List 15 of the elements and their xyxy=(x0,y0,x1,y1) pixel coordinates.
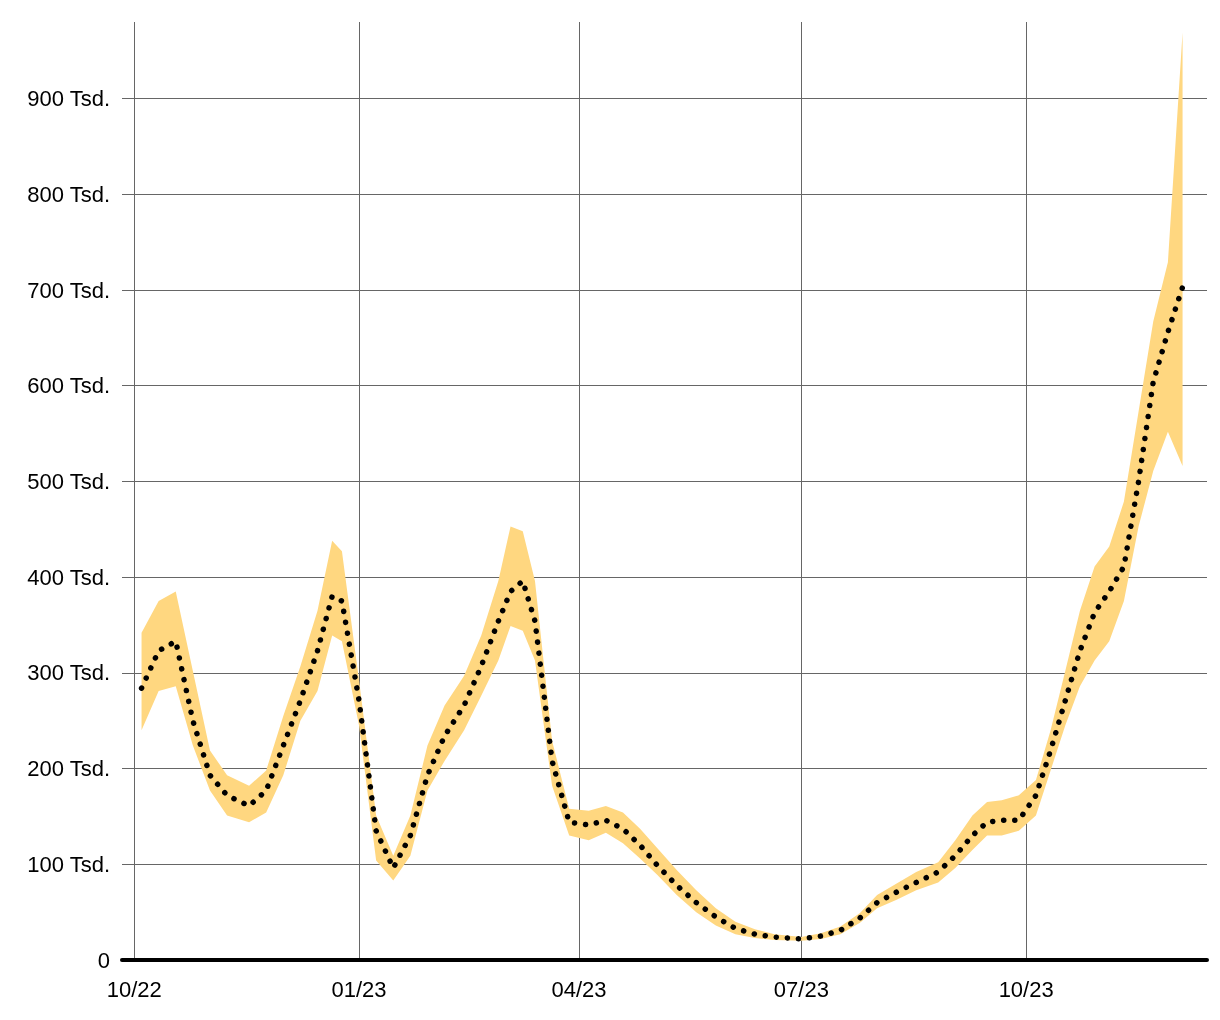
y-tick-label: 300 Tsd. xyxy=(27,660,110,686)
y-tick-label: 200 Tsd. xyxy=(27,756,110,782)
y-tick-label: 900 Tsd. xyxy=(27,86,110,112)
x-tick-label: 10/22 xyxy=(106,976,162,1002)
y-tick-label: 500 Tsd. xyxy=(27,468,110,494)
y-tick-label: 700 Tsd. xyxy=(27,277,110,303)
y-tick-label: 100 Tsd. xyxy=(27,851,110,877)
x-tick-label: 01/23 xyxy=(331,976,387,1002)
x-tick-label: 04/23 xyxy=(551,976,607,1002)
y-tick-label: 800 Tsd. xyxy=(27,181,110,207)
y-tick-label: 0 xyxy=(97,947,110,973)
x-tick-label: 07/23 xyxy=(773,976,829,1002)
y-tick-label: 600 Tsd. xyxy=(27,373,110,399)
x-tick-label: 10/23 xyxy=(998,976,1054,1002)
y-tick-label: 400 Tsd. xyxy=(27,564,110,590)
